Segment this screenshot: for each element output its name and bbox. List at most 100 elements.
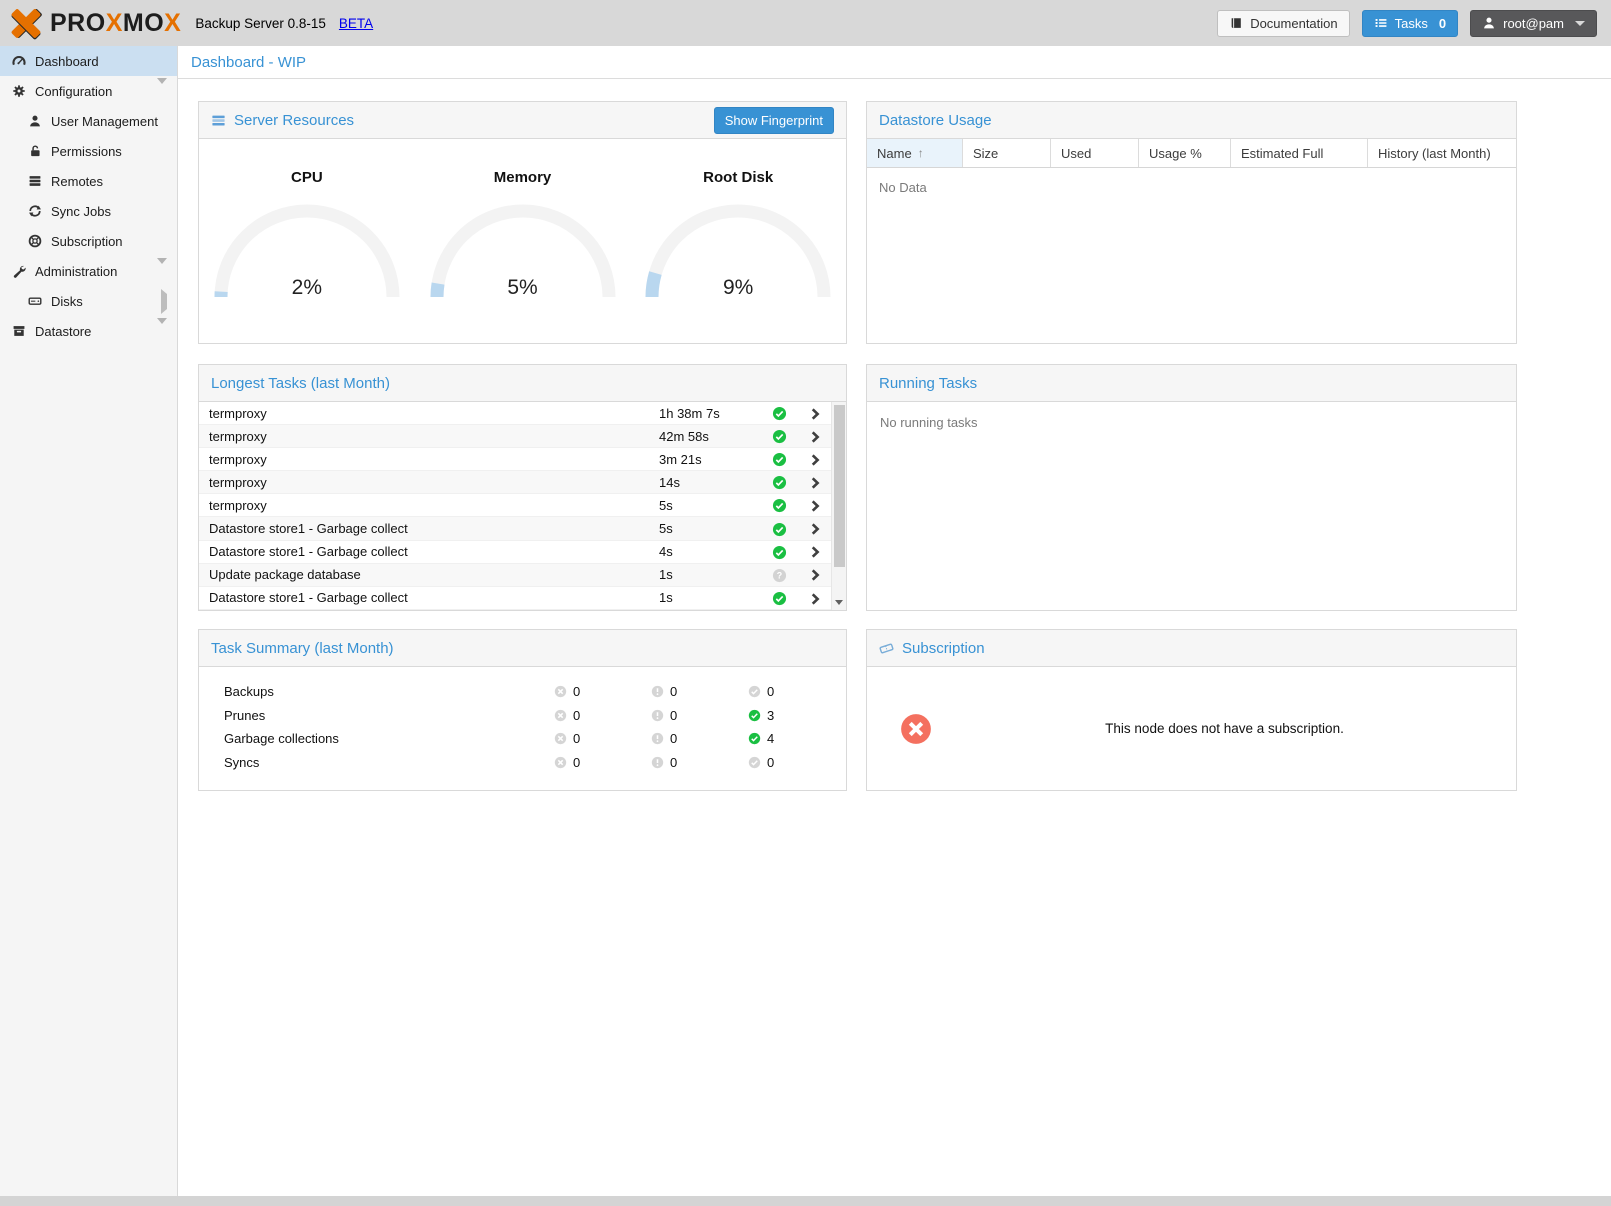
summary-row: Garbage collections 0 0 4 — [199, 727, 846, 751]
task-status-icon — [759, 497, 799, 513]
tasks-label: Tasks — [1394, 15, 1428, 31]
empty-table-message: No Data — [879, 180, 927, 195]
top-bar: PROXMOX Backup Server 0.8-15 BETA Docume… — [0, 0, 1611, 46]
sidebar-item-sync-jobs[interactable]: Sync Jobs — [0, 196, 177, 226]
beta-link[interactable]: BETA — [338, 15, 374, 31]
top-bar-actions: Documentation Tasks 0 root@pam — [1217, 9, 1597, 37]
wrench-icon — [12, 264, 26, 278]
server-resources-header: Server Resources Show Fingerprint — [199, 102, 846, 139]
scrollbar-down-button[interactable] — [832, 594, 846, 610]
ok-count: 4 — [748, 731, 845, 746]
sidebar-item-user-management[interactable]: User Management — [0, 106, 177, 136]
panel-title: Subscription — [902, 639, 985, 657]
tasks-button[interactable]: Tasks 0 — [1361, 9, 1459, 37]
task-row[interactable]: Datastore store1 - Garbage collect 5s — [199, 517, 831, 541]
error-count: 0 — [554, 708, 651, 723]
life-ring-icon — [28, 234, 42, 248]
column-header-size[interactable]: Size — [963, 139, 1051, 167]
subscription-body: This node does not have a subscription. — [867, 667, 1516, 790]
empty-list-message: No running tasks — [880, 415, 978, 430]
task-detail-chevron-icon[interactable] — [799, 475, 831, 491]
error-count: 0 — [554, 684, 651, 699]
task-duration: 1s — [659, 590, 673, 606]
show-fingerprint-button[interactable]: Show Fingerprint — [713, 106, 834, 134]
datastore-usage-panel: Datastore Usage Name ↑ Size Used Usage % … — [866, 101, 1517, 344]
check-circle-icon — [748, 732, 761, 745]
task-detail-chevron-icon[interactable] — [799, 498, 831, 514]
panel-title: Task Summary (last Month) — [211, 639, 394, 657]
task-row[interactable]: Update package database 1s — [199, 563, 831, 587]
task-row[interactable]: termproxy 1h 38m 7s — [199, 402, 831, 426]
task-row[interactable]: termproxy 3m 21s — [199, 448, 831, 472]
archive-icon — [12, 324, 26, 338]
panel-title: Longest Tasks (last Month) — [211, 374, 390, 392]
page-title: Dashboard - WIP — [191, 53, 307, 71]
task-detail-chevron-icon[interactable] — [799, 451, 831, 467]
gauge-value: 2% — [291, 276, 322, 299]
task-row[interactable]: termproxy 42m 58s — [199, 425, 831, 449]
task-duration: 42m 58s — [659, 428, 709, 444]
expand-arrow-icon[interactable] — [161, 288, 167, 314]
gauge-label: Root Disk — [703, 169, 774, 186]
task-row[interactable]: termproxy 14s — [199, 471, 831, 495]
task-status-icon — [759, 428, 799, 444]
sidebar-item-disks[interactable]: Disks — [0, 286, 177, 316]
proxmox-logo-text: PROXMOX — [50, 9, 181, 38]
sidebar-item-label: Datastore — [35, 323, 92, 339]
panel-title: Running Tasks — [879, 374, 978, 392]
sort-up-icon: ↑ — [917, 146, 924, 160]
column-header-name[interactable]: Name ↑ — [867, 139, 963, 167]
task-duration: 14s — [659, 474, 680, 490]
task-row[interactable]: termproxy 5s — [199, 494, 831, 518]
task-row[interactable]: Datastore store1 - Garbage collect 4s — [199, 541, 831, 564]
check-circle-icon — [748, 756, 761, 769]
gauge-value: 5% — [507, 276, 538, 299]
table-header-row: Name ↑ Size Used Usage % Estimated Full H… — [867, 139, 1516, 168]
sidebar-item-dashboard[interactable]: Dashboard — [0, 46, 177, 76]
check-circle-icon — [748, 685, 761, 698]
task-row[interactable]: Datastore store1 - Garbage collect 1s — [199, 587, 831, 610]
gauge-arc — [430, 204, 615, 298]
summary-row: Backups 0 0 0 — [199, 680, 846, 704]
task-detail-chevron-icon[interactable] — [799, 567, 831, 583]
sidebar-item-configuration[interactable]: Configuration — [0, 76, 177, 106]
ticket-icon — [879, 641, 894, 656]
datastore-usage-header: Datastore Usage — [867, 102, 1516, 139]
sidebar-item-permissions[interactable]: Permissions — [0, 136, 177, 166]
documentation-button[interactable]: Documentation — [1217, 9, 1350, 37]
dashboard-content: Server Resources Show Fingerprint CPU — [178, 79, 1611, 791]
sidebar-item-subscription[interactable]: Subscription — [0, 226, 177, 256]
column-header-history[interactable]: History (last Month) — [1378, 145, 1491, 161]
task-duration: 3m 21s — [659, 451, 702, 467]
task-name: Datastore store1 - Garbage collect — [209, 544, 408, 560]
collapse-arrow-icon[interactable] — [157, 317, 167, 339]
task-detail-chevron-icon[interactable] — [799, 405, 831, 421]
root-disk-gauge: Root Disk 9% — [630, 139, 846, 343]
task-detail-chevron-icon[interactable] — [799, 544, 831, 560]
page-title-bar: Dashboard - WIP — [178, 46, 1611, 79]
task-duration: 5s — [659, 497, 673, 513]
warning-circle-icon — [651, 732, 664, 745]
column-header-used[interactable]: Used — [1051, 139, 1139, 167]
error-count: 0 — [554, 731, 651, 746]
column-header-usage[interactable]: Usage % — [1139, 139, 1231, 167]
task-summary-table: Backups 0 0 0 Prunes 0 0 3 — [199, 667, 846, 790]
scrollbar-thumb[interactable] — [834, 405, 845, 567]
collapse-arrow-icon[interactable] — [157, 77, 167, 99]
task-detail-chevron-icon[interactable] — [799, 590, 831, 606]
collapse-arrow-icon[interactable] — [157, 257, 167, 279]
user-menu-button[interactable]: root@pam — [1470, 9, 1597, 37]
task-detail-chevron-icon[interactable] — [799, 521, 831, 537]
sidebar-item-administration[interactable]: Administration — [0, 256, 177, 286]
column-header-estimated-full[interactable]: Estimated Full — [1231, 139, 1368, 167]
task-name: termproxy — [209, 405, 267, 421]
task-status-icon — [759, 590, 799, 606]
tasks-count-badge: 0 — [1438, 15, 1447, 31]
summary-row: Syncs 0 0 0 — [199, 751, 846, 775]
gauge-value: 9% — [722, 276, 754, 299]
sidebar-item-datastore[interactable]: Datastore — [0, 316, 177, 346]
list-scrollbar[interactable] — [831, 402, 846, 610]
sidebar-item-remotes[interactable]: Remotes — [0, 166, 177, 196]
task-detail-chevron-icon[interactable] — [799, 428, 831, 444]
